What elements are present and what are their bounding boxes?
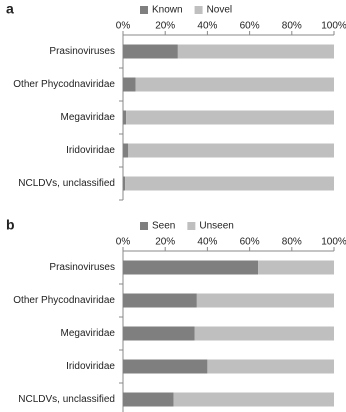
bar-segment bbox=[123, 359, 208, 374]
x-tick-label: 100% bbox=[321, 21, 346, 32]
bar-segment bbox=[123, 392, 174, 407]
legend-label: Known bbox=[152, 5, 183, 16]
bar-segment bbox=[196, 293, 334, 308]
legend-swatch bbox=[140, 6, 148, 14]
x-tick-label: 40% bbox=[197, 21, 217, 32]
x-tick-label: 20% bbox=[155, 237, 175, 248]
bar-segment bbox=[123, 77, 136, 92]
x-tick-label: 0% bbox=[116, 237, 131, 248]
bar-segment bbox=[123, 326, 195, 341]
x-tick-label: 60% bbox=[240, 237, 260, 248]
bar-segment bbox=[123, 110, 127, 125]
y-tick-label: Other Phycodnaviridae bbox=[13, 79, 115, 90]
x-tick-label: 80% bbox=[282, 237, 302, 248]
y-tick-label: Prasinoviruses bbox=[49, 262, 115, 273]
y-tick-label: Megaviridae bbox=[61, 112, 116, 123]
x-tick-label: 80% bbox=[282, 21, 302, 32]
x-tick-label: 60% bbox=[240, 21, 260, 32]
x-tick-label: 100% bbox=[321, 237, 346, 248]
y-tick-label: Megaviridae bbox=[61, 328, 116, 339]
bar-segment bbox=[128, 143, 334, 158]
panel-label: b bbox=[6, 217, 15, 233]
x-tick-label: 40% bbox=[197, 237, 217, 248]
x-tick-label: 20% bbox=[155, 21, 175, 32]
bar-segment bbox=[194, 326, 334, 341]
y-tick-label: Iridoviridae bbox=[66, 361, 115, 372]
y-tick-label: Other Phycodnaviridae bbox=[13, 295, 115, 306]
bar-segment bbox=[207, 359, 334, 374]
bar-segment bbox=[123, 44, 178, 59]
x-tick-label: 0% bbox=[116, 21, 131, 32]
legend-swatch bbox=[187, 222, 196, 230]
legend-label: Seen bbox=[152, 221, 175, 232]
bar-segment bbox=[123, 293, 197, 308]
bar-segment bbox=[123, 260, 259, 275]
bar-segment bbox=[258, 260, 334, 275]
legend-swatch bbox=[194, 6, 203, 14]
y-tick-label: NCLDVs, unclassified bbox=[18, 178, 115, 189]
y-tick-label: NCLDVs, unclassified bbox=[18, 394, 115, 405]
bar-segment bbox=[126, 110, 334, 125]
bar-segment bbox=[135, 77, 334, 92]
bar-segment bbox=[123, 143, 129, 158]
bar-segment bbox=[177, 44, 334, 59]
y-tick-label: Iridoviridae bbox=[66, 145, 115, 156]
panel-label: a bbox=[6, 1, 14, 17]
bar-segment bbox=[125, 176, 334, 191]
legend-label: Novel bbox=[207, 5, 233, 16]
y-tick-label: Prasinoviruses bbox=[49, 46, 115, 57]
legend-label: Unseen bbox=[199, 221, 233, 232]
bar-segment bbox=[173, 392, 334, 407]
bar-segment bbox=[123, 176, 126, 191]
legend-swatch bbox=[140, 222, 148, 230]
